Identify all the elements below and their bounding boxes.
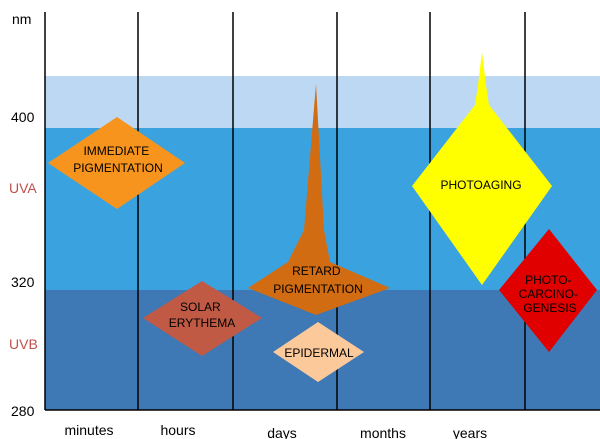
photocarcinogenesis-label: PHOTO- CARCINO- GENESIS (519, 273, 582, 315)
retard-pigmentation-label: RETARD PIGMENTATION (273, 264, 363, 296)
y-tick-280: 280 (11, 403, 35, 419)
immediate-pigmentation-label: IMMEDIATE PIGMENTATION (73, 144, 163, 175)
photoaging-shape (412, 52, 552, 285)
y-tick-320: 320 (11, 274, 35, 290)
photocarcinogenesis-diamond (499, 229, 597, 352)
x-label-days: days (267, 425, 297, 439)
x-label-minutes: minutes (64, 422, 113, 438)
y-label-uva: UVA (9, 180, 37, 196)
solar-erythema-label: SOLAR ERYTHEMA (169, 300, 235, 330)
x-label-years: years (453, 425, 487, 439)
epidermal-diamond (273, 322, 364, 382)
band-top-light (45, 76, 600, 128)
x-label-hours: hours (160, 422, 195, 438)
y-tick-400: 400 (11, 109, 35, 125)
retard-pigmentation-shape (248, 84, 390, 315)
photoaging-label: PHOTOAGING (440, 178, 521, 192)
epidermal-label: EPIDERMAL (284, 346, 354, 360)
y-unit-label: nm (12, 11, 31, 27)
immediate-pigmentation-diamond (48, 117, 185, 209)
y-label-uvb: UVB (9, 336, 38, 352)
x-label-months: months (360, 425, 406, 439)
solar-erythema-diamond (143, 281, 262, 356)
